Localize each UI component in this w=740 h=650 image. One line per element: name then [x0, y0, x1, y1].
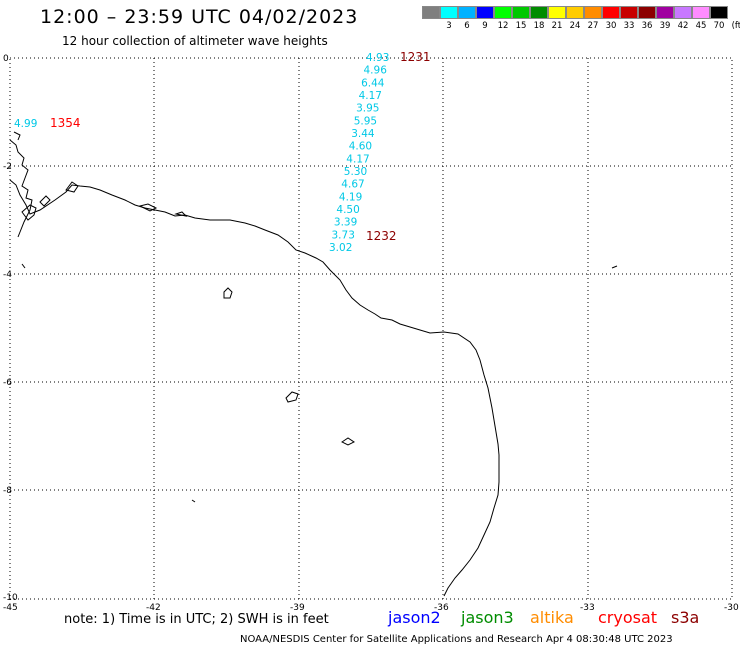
- coastline: [9, 131, 618, 597]
- satellite-cryosat: cryosat: [598, 608, 658, 627]
- legend-label: 18: [533, 21, 545, 31]
- legend-swatch: [602, 6, 620, 19]
- legend-label: 12: [497, 21, 509, 31]
- legend-label: 30: [605, 21, 617, 31]
- legend-swatch: [548, 6, 566, 19]
- map-frame: [9, 57, 733, 600]
- legend-label: 24: [569, 21, 581, 31]
- footer-credit: NOAA/NESDIS Center for Satellite Applica…: [240, 634, 673, 645]
- wave-height-value: 4.93: [366, 52, 389, 64]
- satellite-altika: altika: [530, 608, 574, 627]
- legend-swatch: [458, 6, 476, 19]
- wave-height-value: 3.44: [351, 128, 375, 140]
- legend-label: 45: [695, 21, 707, 31]
- legend-label: 36: [641, 21, 653, 31]
- wave-height-value: 4.60: [349, 141, 372, 153]
- lat-label: -6: [3, 378, 12, 388]
- wave-height-value: 3.02: [329, 242, 352, 254]
- wave-height-value: 4.67: [341, 179, 364, 191]
- legend-label: 39: [659, 21, 671, 31]
- grid: [9, 57, 733, 600]
- lat-label: -2: [3, 162, 12, 172]
- legend-swatch: [440, 6, 458, 19]
- legend-swatch: [512, 6, 530, 19]
- legend-swatch: [584, 6, 602, 19]
- lon-label: -36: [434, 603, 449, 613]
- wave-height-value: 3.39: [334, 217, 357, 229]
- legend-unit: (ft): [731, 21, 740, 31]
- legend-swatch: [566, 6, 584, 19]
- legend-swatch: [674, 6, 692, 19]
- map-subtitle: 12 hour collection of altimeter wave hei…: [62, 34, 328, 48]
- wave-height-value: 4.17: [346, 153, 369, 165]
- legend-label: 9: [482, 21, 488, 31]
- legend-swatch: [710, 6, 728, 19]
- wave-height-track: 4.934.966.444.173.955.953.444.604.175.30…: [329, 52, 389, 254]
- lon-label: -45: [3, 603, 18, 613]
- lat-label: -10: [3, 593, 18, 603]
- lat-label: -8: [3, 486, 12, 496]
- legend-swatch: [620, 6, 638, 19]
- satellite-jason3: jason3: [461, 608, 514, 627]
- legend-label: 42: [677, 21, 689, 31]
- legend-swatch: [530, 6, 548, 19]
- wave-height-value: 3.95: [356, 103, 379, 115]
- time-label-1354: 1354: [50, 116, 81, 130]
- wave-height-value: 4.19: [339, 191, 362, 203]
- lat-label: -4: [3, 270, 12, 280]
- wave-height-value: 6.44: [361, 77, 385, 89]
- legend-swatch: [494, 6, 512, 19]
- lon-label: -39: [290, 603, 305, 613]
- wave-height-value: 4.50: [336, 204, 359, 216]
- legend-label: 33: [623, 21, 635, 31]
- lon-label: -33: [580, 603, 595, 613]
- color-legend: [422, 6, 728, 19]
- legend-swatch: [692, 6, 710, 19]
- note-text: note: 1) Time is in UTC; 2) SWH is in fe…: [64, 612, 329, 627]
- lon-label: -30: [724, 603, 739, 613]
- axis-labels: 0 -2 -4 -6 -8 -10 -45 -42 -39 -36 -33 -3…: [3, 54, 739, 613]
- legend-label: 6: [464, 21, 470, 31]
- lon-label: -42: [146, 603, 161, 613]
- wave-height-value: 3.73: [332, 229, 355, 241]
- legend-swatch: [476, 6, 494, 19]
- wave-height-value: 5.95: [354, 115, 377, 127]
- time-label-1231: 1231: [400, 50, 431, 64]
- legend-label: 21: [551, 21, 563, 31]
- legend-label: 15: [515, 21, 527, 31]
- time-label-1232: 1232: [366, 229, 397, 243]
- legend-swatch: [656, 6, 674, 19]
- legend-label: 70: [713, 21, 725, 31]
- legend-swatch: [638, 6, 656, 19]
- legend-swatch: [422, 6, 440, 19]
- legend-label: 3: [446, 21, 452, 31]
- satellite-s3a: s3a: [671, 608, 700, 627]
- left-wave-value: 4.99: [14, 118, 37, 130]
- wave-height-value: 4.96: [364, 65, 388, 77]
- wave-height-value: 4.17: [359, 90, 382, 102]
- legend-label: 27: [587, 21, 599, 31]
- wave-height-value: 5.30: [344, 166, 367, 178]
- satellite-jason2: jason2: [388, 608, 441, 627]
- map-title: 12:00 – 23:59 UTC 04/02/2023: [40, 6, 359, 28]
- lat-label: 0: [3, 54, 9, 64]
